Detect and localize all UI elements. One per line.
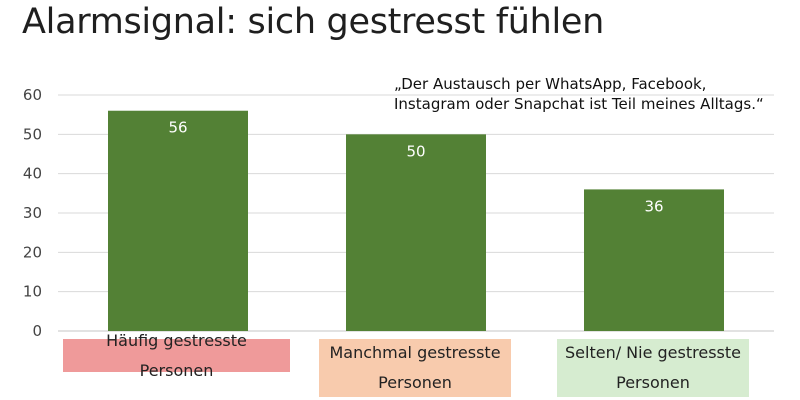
y-tick-label: 10 (23, 283, 42, 301)
bar (584, 189, 724, 331)
x-category-label: Häufig gestresste Personen (63, 331, 290, 380)
x-category-label: Selten/ Nie gestresste Personen (557, 339, 749, 397)
bar (108, 110, 248, 331)
bars (108, 110, 724, 331)
y-tick-label: 0 (32, 322, 42, 340)
y-tick-label: 40 (23, 165, 42, 183)
y-axis-ticks: 0 10 20 30 40 50 60 (23, 86, 42, 340)
chart-annotation: „Der Austausch per WhatsApp, Facebook, I… (394, 75, 764, 113)
bar-data-label: 50 (406, 142, 425, 160)
x-category-label: Manchmal gestresste Personen (319, 339, 511, 397)
y-tick-label: 50 (23, 125, 42, 143)
data-labels: 56 50 36 (168, 119, 663, 216)
y-tick-label: 30 (23, 204, 42, 222)
bar-data-label: 56 (168, 119, 187, 137)
y-tick-label: 20 (23, 243, 42, 261)
bar (346, 134, 486, 331)
bar-data-label: 36 (644, 197, 663, 215)
y-tick-label: 60 (23, 86, 42, 104)
chart-title: Alarmsignal: sich gestresst fühlen (22, 2, 605, 42)
